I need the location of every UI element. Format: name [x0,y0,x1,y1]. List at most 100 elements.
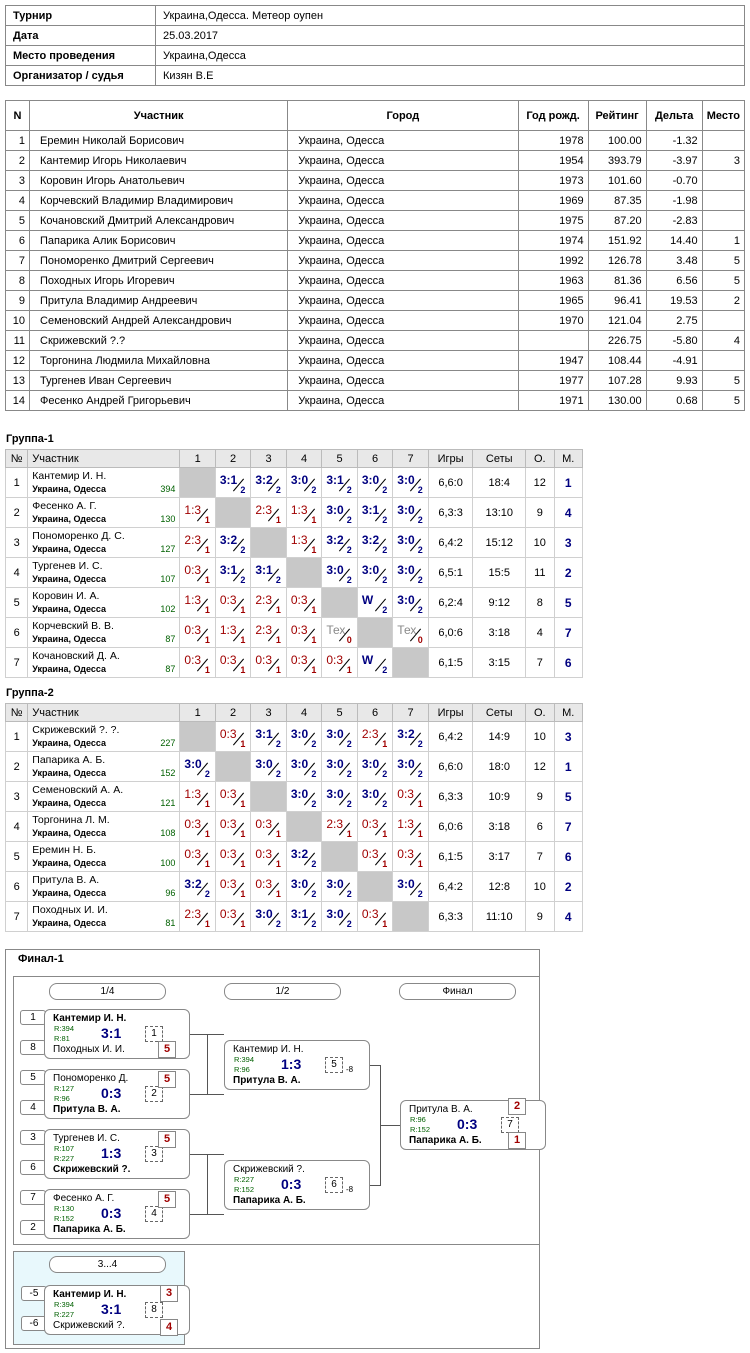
group-result-cell[interactable]: 3:0 2 [321,497,358,528]
group-result-cell[interactable]: 3:0 2 [285,871,323,902]
group-result-cell[interactable]: 2:3 1 [179,527,216,558]
group-score: 3:0 [255,757,273,771]
group-result-cell[interactable]: 1:3 1 [214,617,252,648]
group-result-cell[interactable]: 3:1 2 [356,497,394,528]
group-result-cell[interactable]: 0:3 1 [179,841,216,872]
group-result-cell[interactable]: 3:0 2 [285,721,323,752]
group-result-cell[interactable]: 3:1 2 [321,467,358,498]
group-result-cell[interactable]: 1:3 1 [179,497,216,528]
group-result-cell[interactable]: 3:1 2 [214,467,252,498]
match-box[interactable]: Скрижевский ?. R:227 R:152 0:3 6 Папарика А. … [224,1160,370,1210]
group-result-cell[interactable]: 3:0 2 [285,781,323,812]
group-result-cell[interactable]: 3:0 2 [250,751,287,782]
group-result-cell[interactable]: 3:2 2 [214,527,252,558]
group-result-cell[interactable]: 2:3 1 [250,497,287,528]
group-result-cell[interactable]: 0:3 1 [285,647,323,678]
group-result-cell[interactable]: 3:0 2 [250,901,287,932]
group-result-cell[interactable]: Тех 0 [392,617,429,648]
group-player-name: Кантемир И. Н. [32,469,107,482]
group-result-cell[interactable]: 0:3 1 [250,871,287,902]
group-result-cell[interactable]: 0:3 1 [321,647,358,678]
group-result-cell[interactable]: 3:0 2 [392,467,429,498]
group-result-cell[interactable]: 0:3 1 [179,557,216,588]
group-result-cell[interactable]: 3:0 2 [321,901,358,932]
group-result-cell[interactable]: 0:3 1 [214,841,252,872]
group-result-cell[interactable]: 0:3 1 [250,811,287,842]
group-result-cell[interactable]: 3:0 2 [356,781,394,812]
group-result-cell[interactable]: 0:3 1 [214,721,252,752]
group-result-cell[interactable]: 3:2 2 [250,467,287,498]
group-result-cell[interactable]: 0:3 1 [214,901,252,932]
group-result-cell[interactable]: 3:0 2 [392,497,429,528]
group-result-cell[interactable]: 3:0 2 [285,751,323,782]
group-result-cell[interactable]: 0:3 1 [179,617,216,648]
group-result-cell[interactable]: 0:3 1 [179,647,216,678]
group-result-cell[interactable]: 3:1 2 [214,557,252,588]
group-result-cell[interactable]: 2:3 1 [356,721,394,752]
group-result-cell[interactable]: 3:0 2 [392,751,429,782]
group-result-cell[interactable]: 0:3 1 [356,841,394,872]
group-result-cell[interactable]: 2:3 1 [321,811,358,842]
match-player-1: Тургенев И. С. [53,1133,120,1144]
group-result-cell[interactable]: 3:2 2 [356,527,394,558]
group-result-cell[interactable]: 3:0 2 [321,557,358,588]
participant-cell: Кочановский Дмитрий Александрович [29,210,289,231]
group-result-cell[interactable]: 0:3 1 [356,811,394,842]
group-result-cell[interactable]: 3:0 2 [321,721,358,752]
place-badge: 5 [158,1131,176,1148]
group-result-cell[interactable]: 3:0 2 [321,751,358,782]
group-result-cell[interactable]: 3:2 2 [285,841,323,872]
group-result-cell[interactable]: 3:1 2 [250,721,287,752]
group-result-cell[interactable]: 2:3 1 [250,587,287,618]
group-result-cell[interactable]: 0:3 1 [214,781,252,812]
group-result-cell[interactable]: 0:3 1 [392,841,429,872]
group-result-cell[interactable]: 0:3 1 [214,587,252,618]
group-col-header: № [4,449,29,468]
group-result-cell[interactable]: 0:3 1 [250,841,287,872]
group-result-cell[interactable]: 0:3 1 [250,647,287,678]
group-result-cell[interactable]: 1:3 1 [179,587,216,618]
group-result-cell[interactable]: 0:3 1 [214,871,252,902]
group-result-cell[interactable]: 3:2 2 [321,527,358,558]
group-result-cell[interactable]: 3:1 2 [285,901,323,932]
match-box[interactable]: Кантемир И. Н. R:394 R:96 1:3 5 Притула В. А. [224,1040,370,1090]
group-result-cell[interactable]: 3:0 2 [392,527,429,558]
group-result-cell[interactable]: 3:0 2 [392,557,429,588]
group-result-cell[interactable]: 3:0 2 [179,751,216,782]
group-result-cell[interactable]: 2:3 1 [250,617,287,648]
group-result-cell[interactable]: 1:3 1 [179,781,216,812]
group-result-cell[interactable]: 0:3 1 [356,901,394,932]
participant-cell: 3.48 [645,250,703,271]
group-result-cell[interactable]: 2:3 1 [179,901,216,932]
group-row: 4 Тургенев И. С. Украина, Одесса 107 0:3 1 3:1… [4,557,583,588]
group-result-cell[interactable]: 3:0 2 [321,781,358,812]
group-sets: 15:12 [472,527,527,558]
group-result-cell[interactable]: 1:3 1 [285,527,323,558]
group-result-cell[interactable]: 3:0 2 [356,751,394,782]
group-result-cell[interactable]: 3:1 2 [250,557,287,588]
group-col-header: 7 [392,449,429,468]
group-result-cell[interactable]: 3:0 2 [356,557,394,588]
group-result-cell[interactable]: Тех 0 [321,617,358,648]
group-result-cell[interactable]: 0:3 1 [392,781,429,812]
group-result-cell[interactable]: 3:2 2 [179,871,216,902]
group-result-cell[interactable]: 3:2 2 [392,721,429,752]
group-result-cell[interactable]: 3:0 2 [356,467,394,498]
match-box[interactable]: Кантемир И. Н. R:394 R:81 3:1 1 Походных И. И… [44,1009,190,1059]
group-result-cell[interactable]: 3:0 2 [321,871,358,902]
group-result-cell[interactable]: 3:0 2 [392,871,429,902]
group-result-cell[interactable]: 3:0 2 [392,587,429,618]
group-result-cell[interactable]: 0:3 1 [214,647,252,678]
group-player-meta: Украина, Одесса 100 [32,857,175,869]
group-result-cell[interactable]: 3:0 2 [285,467,323,498]
group-result-cell[interactable]: 0:3 1 [285,617,323,648]
group-result-cell[interactable]: 0:3 1 [285,587,323,618]
group-player-rating: 87 [165,633,176,644]
group-result-cell[interactable]: 0:3 1 [214,811,252,842]
group-result-cell[interactable]: 0:3 1 [179,811,216,842]
match-player-2: Притула В. А. [233,1075,301,1086]
group-result-cell[interactable]: 1:3 1 [392,811,429,842]
group-result-cell[interactable]: 1:3 1 [285,497,323,528]
